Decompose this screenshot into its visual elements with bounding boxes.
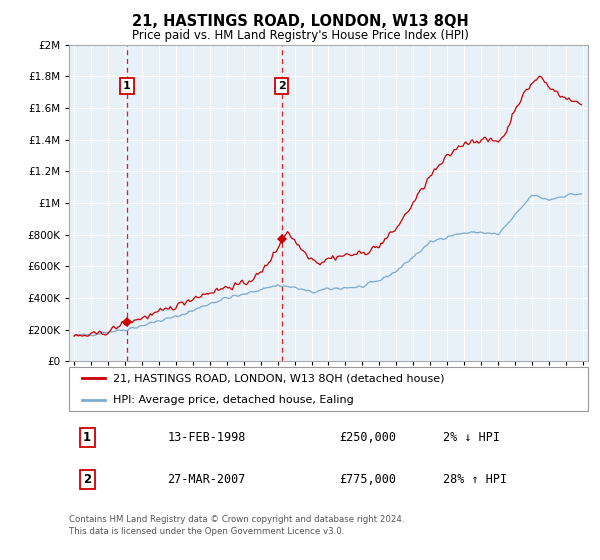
Text: 2% ↓ HPI: 2% ↓ HPI	[443, 431, 500, 444]
Text: HPI: Average price, detached house, Ealing: HPI: Average price, detached house, Eali…	[113, 395, 354, 405]
Text: Price paid vs. HM Land Registry's House Price Index (HPI): Price paid vs. HM Land Registry's House …	[131, 29, 469, 42]
Text: 2: 2	[278, 81, 286, 91]
Text: 21, HASTINGS ROAD, LONDON, W13 8QH (detached house): 21, HASTINGS ROAD, LONDON, W13 8QH (deta…	[113, 374, 445, 384]
Text: 13-FEB-1998: 13-FEB-1998	[167, 431, 246, 444]
Text: 21, HASTINGS ROAD, LONDON, W13 8QH: 21, HASTINGS ROAD, LONDON, W13 8QH	[131, 14, 469, 29]
Text: 28% ↑ HPI: 28% ↑ HPI	[443, 473, 507, 486]
Text: 1: 1	[123, 81, 131, 91]
Text: 2: 2	[83, 473, 91, 486]
Text: 1: 1	[83, 431, 91, 444]
Text: Contains HM Land Registry data © Crown copyright and database right 2024.: Contains HM Land Registry data © Crown c…	[69, 515, 404, 524]
Text: 27-MAR-2007: 27-MAR-2007	[167, 473, 246, 486]
FancyBboxPatch shape	[69, 367, 588, 411]
Text: £775,000: £775,000	[339, 473, 396, 486]
Text: £250,000: £250,000	[339, 431, 396, 444]
Text: This data is licensed under the Open Government Licence v3.0.: This data is licensed under the Open Gov…	[69, 528, 344, 536]
